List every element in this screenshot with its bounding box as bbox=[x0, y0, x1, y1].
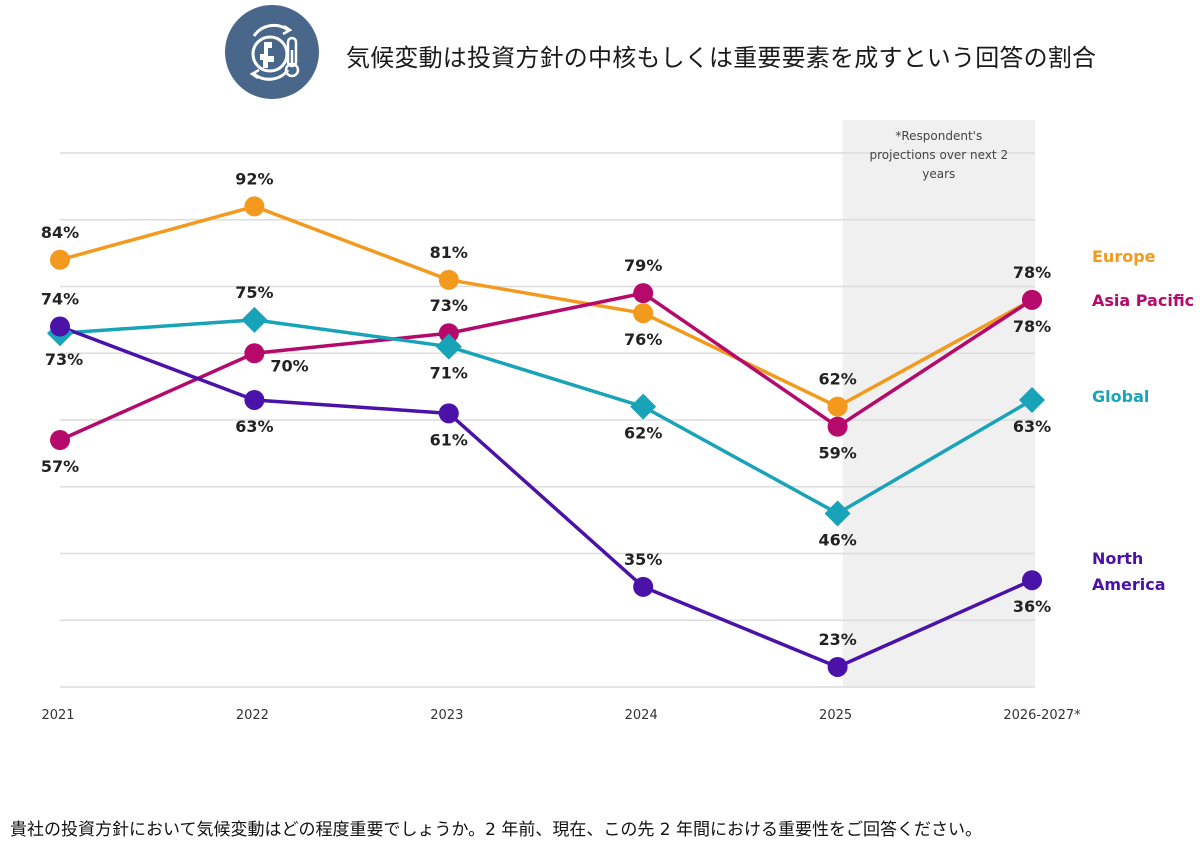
data-point-europe bbox=[438, 269, 459, 290]
data-point-global bbox=[630, 393, 657, 420]
series-line-north-america bbox=[59, 324, 1033, 669]
data-label-global: 63% bbox=[1013, 417, 1051, 436]
data-point-north-america bbox=[827, 656, 848, 677]
data-label-north-america: 63% bbox=[235, 417, 273, 436]
legend-label: North bbox=[1092, 549, 1143, 568]
legend-label: Europe bbox=[1092, 247, 1156, 266]
data-point-asia-pacific bbox=[633, 283, 654, 304]
data-label-global: 75% bbox=[235, 283, 273, 302]
data-label-asia-pacific: 70% bbox=[270, 356, 308, 375]
data-label-global: 73% bbox=[45, 350, 83, 369]
series-line-europe bbox=[59, 204, 1033, 409]
data-point-asia-pacific bbox=[1022, 289, 1042, 310]
data-point-asia-pacific bbox=[827, 416, 848, 437]
data-label-global: 71% bbox=[430, 364, 468, 383]
data-label-asia-pacific: 59% bbox=[818, 444, 856, 463]
data-point-global bbox=[824, 500, 851, 527]
data-point-asia-pacific bbox=[50, 430, 70, 451]
legend-label: America bbox=[1092, 575, 1166, 594]
x-tick-label: 2025 bbox=[819, 708, 852, 723]
data-label-europe: 92% bbox=[235, 169, 273, 188]
projection-note-layer: *Respondent's projections over next 2 year… bbox=[869, 129, 1008, 181]
data-point-global bbox=[435, 333, 462, 360]
survey-question-footnote: 貴社の投資方針において気候変動はどの程度重要でしょうか。2 年前、現在、この先 … bbox=[10, 820, 982, 840]
data-point-europe bbox=[633, 303, 654, 324]
data-label-europe: 78% bbox=[1013, 263, 1051, 282]
data-label-europe: 76% bbox=[624, 330, 662, 349]
data-label-asia-pacific: 78% bbox=[1013, 317, 1051, 336]
data-label-north-america: 23% bbox=[818, 630, 856, 649]
data-point-asia-pacific bbox=[438, 323, 459, 344]
data-label-north-america: 74% bbox=[41, 290, 79, 309]
projection-note-line: projections over next 2 bbox=[869, 148, 1008, 162]
chart-title: 気候変動は投資方針の中核もしくは重要要素を成すという回答の割合 bbox=[346, 44, 1097, 72]
x-tick-label: 2022 bbox=[236, 708, 269, 723]
data-point-asia-pacific bbox=[244, 343, 265, 364]
data-label-north-america: 35% bbox=[624, 550, 662, 569]
x-tick-label: 2023 bbox=[430, 708, 463, 723]
data-label-europe: 62% bbox=[818, 370, 856, 389]
x-tick-label: 2024 bbox=[625, 708, 658, 723]
line-chart: *Respondent's projections over next 2 year… bbox=[41, 120, 1194, 723]
data-label-north-america: 61% bbox=[430, 430, 468, 449]
data-label-europe: 81% bbox=[430, 243, 468, 262]
data-label-north-america: 36% bbox=[1013, 597, 1051, 616]
series-markers-layer bbox=[47, 196, 1045, 677]
data-label-asia-pacific: 79% bbox=[624, 256, 662, 275]
legend-layer: Europe Asia Pacific Global North America bbox=[1092, 247, 1194, 594]
data-point-north-america bbox=[50, 316, 70, 337]
data-label-asia-pacific: 73% bbox=[430, 296, 468, 315]
series-line-global bbox=[59, 318, 1033, 516]
data-label-global: 62% bbox=[624, 424, 662, 443]
data-point-north-america bbox=[633, 576, 654, 597]
x-axis-ticks-layer: 2021 2022 2023 2024 2025 2026-2027* bbox=[41, 708, 1081, 723]
data-point-north-america bbox=[1022, 570, 1042, 591]
data-point-global bbox=[1019, 386, 1045, 413]
x-tick-label: 2021 bbox=[41, 708, 74, 723]
series-line-asia-pacific bbox=[59, 291, 1033, 442]
legend-label: Global bbox=[1092, 387, 1149, 406]
projection-note-line: *Respondent's bbox=[895, 129, 982, 143]
climate-globe-thermometer-icon bbox=[225, 5, 319, 99]
x-tick-label: 2026-2027* bbox=[1003, 708, 1081, 723]
data-point-europe bbox=[50, 249, 70, 270]
projection-note-line: years bbox=[922, 167, 955, 181]
data-labels-layer: 84% 92% 81% 76% 62% 78% 57% 70% 73% 79% 59% 78% 73% 7… bbox=[41, 169, 1051, 649]
data-point-global bbox=[241, 306, 268, 333]
data-label-asia-pacific: 57% bbox=[41, 457, 79, 476]
legend-label: Asia Pacific bbox=[1092, 291, 1194, 310]
gridlines-layer bbox=[60, 152, 1035, 688]
series-lines-layer bbox=[59, 204, 1033, 669]
data-point-north-america bbox=[438, 403, 459, 424]
data-point-europe bbox=[244, 196, 265, 217]
data-label-europe: 84% bbox=[41, 223, 79, 242]
data-point-north-america bbox=[244, 389, 265, 410]
data-label-global: 46% bbox=[818, 530, 856, 549]
data-point-europe bbox=[827, 396, 848, 417]
